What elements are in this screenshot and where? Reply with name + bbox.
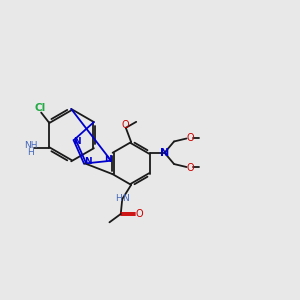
Text: O: O (187, 133, 194, 143)
Text: N: N (74, 137, 81, 146)
Text: N: N (160, 148, 169, 158)
Text: Cl: Cl (34, 103, 45, 113)
Text: NH: NH (24, 141, 38, 150)
Text: N: N (84, 157, 91, 166)
Text: O: O (187, 163, 194, 172)
Text: N: N (104, 155, 112, 164)
Text: H: H (27, 148, 34, 157)
Text: N: N (122, 194, 129, 203)
Text: O: O (135, 209, 143, 219)
Text: O: O (122, 120, 130, 130)
Text: H: H (115, 194, 122, 203)
